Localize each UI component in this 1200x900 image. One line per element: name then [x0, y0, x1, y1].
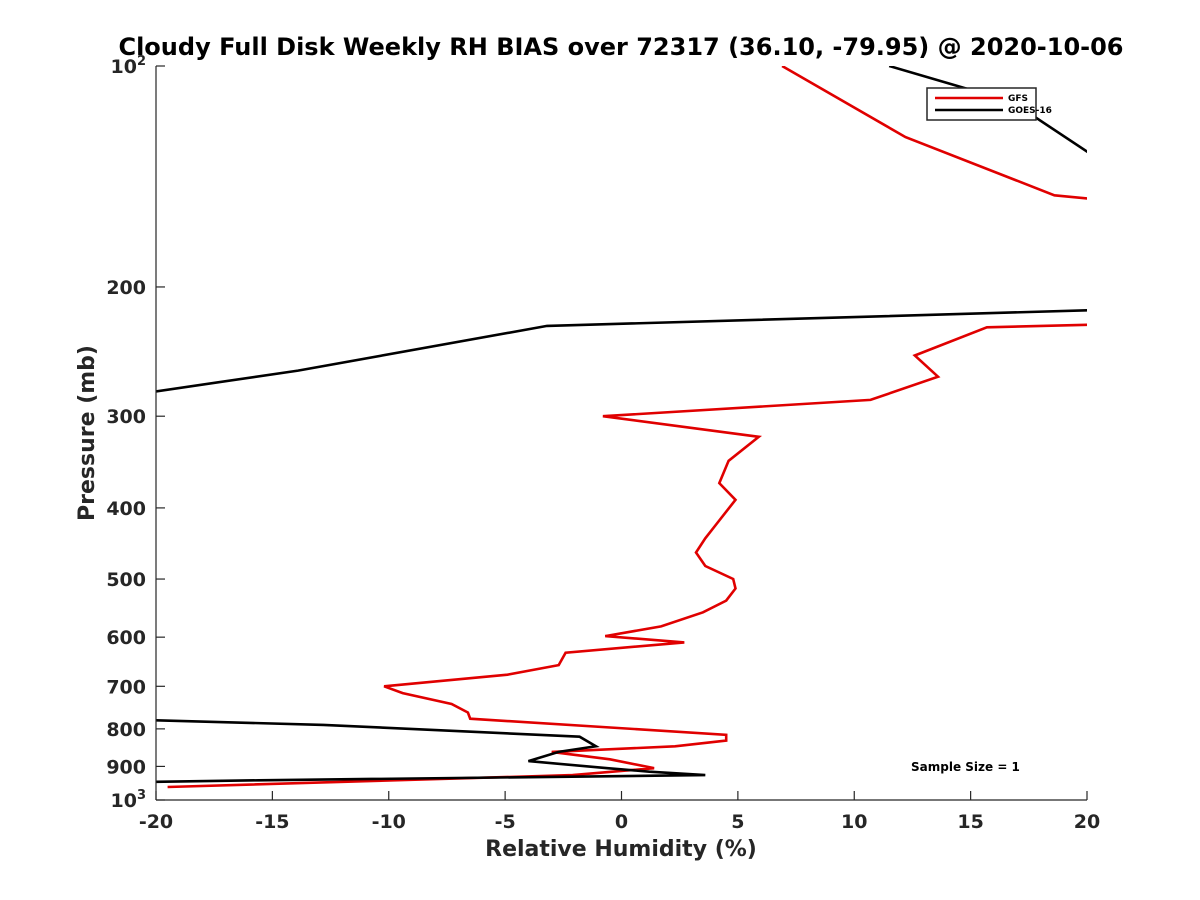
legend: GFS GOES-16 [926, 87, 1052, 121]
y-tick-label: 500 [106, 569, 146, 591]
y-axis-label: Pressure (mb) [75, 345, 100, 521]
y-tick-label: 102 [111, 54, 147, 78]
axes-layer: -20 -15 -10 -5 0 5 10 15 20 102 200 300 400 500 600 700… [106, 54, 1100, 833]
x-tick-label: 20 [1074, 811, 1100, 833]
x-tick-label: -5 [495, 811, 516, 833]
x-tick-label: -20 [139, 811, 173, 833]
y-tick-label: 300 [106, 406, 146, 428]
x-tick-label: 10 [841, 811, 867, 833]
legend-label: GOES-16 [1008, 106, 1052, 116]
x-tick-label: 15 [957, 811, 983, 833]
legend-box [926, 87, 1037, 121]
y-tick-label: 600 [106, 627, 146, 649]
x-axis-label: Relative Humidity (%) [485, 837, 757, 862]
y-tick-label: 103 [111, 788, 147, 812]
sample-size-annotation: Sample Size = 1 [911, 760, 1020, 774]
x-tick-label: -10 [372, 811, 406, 833]
x-tick-label: 5 [731, 811, 744, 833]
y-tick-label: 700 [106, 676, 146, 698]
y-tick-label: 800 [106, 719, 146, 741]
series-layer [156, 66, 1087, 789]
series-line-gfs [167, 66, 1087, 789]
y-tick-label: 200 [106, 277, 146, 299]
y-tick-label: 400 [106, 498, 146, 520]
x-tick-label: 0 [615, 811, 628, 833]
x-tick-label: -15 [255, 811, 289, 833]
series-line-goes-16 [156, 66, 1087, 784]
chart-title: Cloudy Full Disk Weekly RH BIAS over 723… [118, 33, 1123, 61]
legend-label: GFS [1008, 94, 1028, 104]
y-tick-label: 900 [106, 756, 146, 778]
